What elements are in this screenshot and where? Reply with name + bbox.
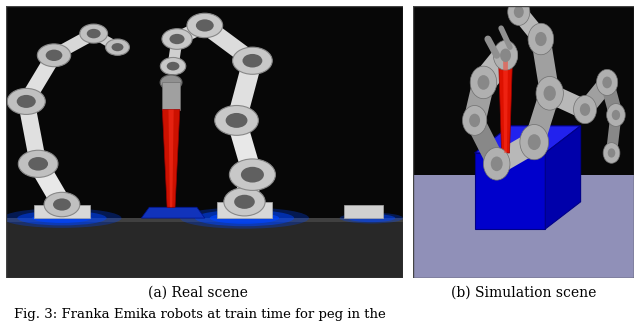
Circle shape bbox=[45, 50, 62, 61]
Bar bbox=[162, 82, 180, 109]
Circle shape bbox=[470, 66, 497, 99]
Circle shape bbox=[463, 106, 487, 135]
Circle shape bbox=[493, 40, 518, 70]
Circle shape bbox=[166, 62, 179, 70]
Bar bbox=[413, 175, 634, 278]
Polygon shape bbox=[235, 208, 244, 214]
Ellipse shape bbox=[348, 214, 396, 222]
Circle shape bbox=[528, 134, 541, 150]
Ellipse shape bbox=[195, 210, 294, 226]
Circle shape bbox=[28, 157, 48, 171]
Polygon shape bbox=[503, 55, 508, 153]
Circle shape bbox=[37, 44, 70, 67]
Ellipse shape bbox=[340, 213, 403, 224]
Circle shape bbox=[234, 195, 255, 209]
Circle shape bbox=[243, 54, 262, 68]
Circle shape bbox=[44, 192, 80, 217]
Circle shape bbox=[7, 89, 45, 114]
Circle shape bbox=[607, 104, 625, 126]
Circle shape bbox=[80, 24, 108, 43]
Bar bbox=[34, 204, 90, 218]
Circle shape bbox=[187, 13, 223, 38]
Circle shape bbox=[483, 148, 510, 180]
Circle shape bbox=[53, 198, 71, 211]
Ellipse shape bbox=[32, 213, 92, 223]
Circle shape bbox=[241, 167, 264, 182]
Circle shape bbox=[87, 29, 100, 38]
Bar bbox=[6, 218, 403, 278]
Circle shape bbox=[161, 57, 186, 75]
Circle shape bbox=[596, 69, 618, 96]
Bar bbox=[475, 153, 545, 229]
Polygon shape bbox=[168, 109, 173, 207]
Circle shape bbox=[196, 19, 214, 32]
Circle shape bbox=[608, 148, 615, 158]
Circle shape bbox=[573, 96, 596, 124]
Ellipse shape bbox=[180, 207, 309, 229]
Polygon shape bbox=[58, 209, 68, 214]
Polygon shape bbox=[499, 55, 513, 153]
Circle shape bbox=[229, 159, 275, 191]
Circle shape bbox=[214, 106, 259, 135]
Circle shape bbox=[106, 39, 129, 55]
Text: (b) Simulation scene: (b) Simulation scene bbox=[451, 286, 596, 300]
Circle shape bbox=[612, 110, 620, 120]
Circle shape bbox=[508, 0, 530, 26]
Circle shape bbox=[580, 103, 590, 116]
Text: (a) Real scene: (a) Real scene bbox=[148, 286, 248, 300]
Circle shape bbox=[170, 34, 184, 44]
Ellipse shape bbox=[160, 75, 182, 90]
Circle shape bbox=[224, 188, 265, 216]
Polygon shape bbox=[475, 126, 580, 153]
Ellipse shape bbox=[17, 211, 107, 225]
Circle shape bbox=[514, 6, 524, 18]
Circle shape bbox=[469, 114, 480, 127]
Circle shape bbox=[491, 157, 502, 171]
Circle shape bbox=[232, 47, 272, 74]
Polygon shape bbox=[141, 207, 205, 218]
Bar bbox=[344, 204, 383, 218]
Circle shape bbox=[603, 143, 620, 163]
Text: Fig. 3: Franka Emika robots at train time for peg in the: Fig. 3: Franka Emika robots at train tim… bbox=[14, 308, 386, 321]
Ellipse shape bbox=[210, 213, 279, 224]
Circle shape bbox=[226, 113, 248, 128]
Polygon shape bbox=[545, 126, 580, 229]
Ellipse shape bbox=[3, 208, 122, 228]
Circle shape bbox=[162, 29, 192, 49]
Circle shape bbox=[500, 48, 511, 62]
Circle shape bbox=[17, 95, 36, 108]
Circle shape bbox=[528, 23, 554, 55]
Bar bbox=[6, 218, 403, 222]
Circle shape bbox=[543, 86, 556, 101]
Polygon shape bbox=[163, 109, 180, 207]
Circle shape bbox=[602, 77, 612, 88]
Circle shape bbox=[535, 32, 547, 46]
Circle shape bbox=[111, 43, 124, 51]
Circle shape bbox=[520, 124, 548, 160]
Circle shape bbox=[536, 77, 563, 110]
Circle shape bbox=[477, 75, 490, 90]
Circle shape bbox=[19, 150, 58, 177]
Bar bbox=[217, 202, 272, 218]
